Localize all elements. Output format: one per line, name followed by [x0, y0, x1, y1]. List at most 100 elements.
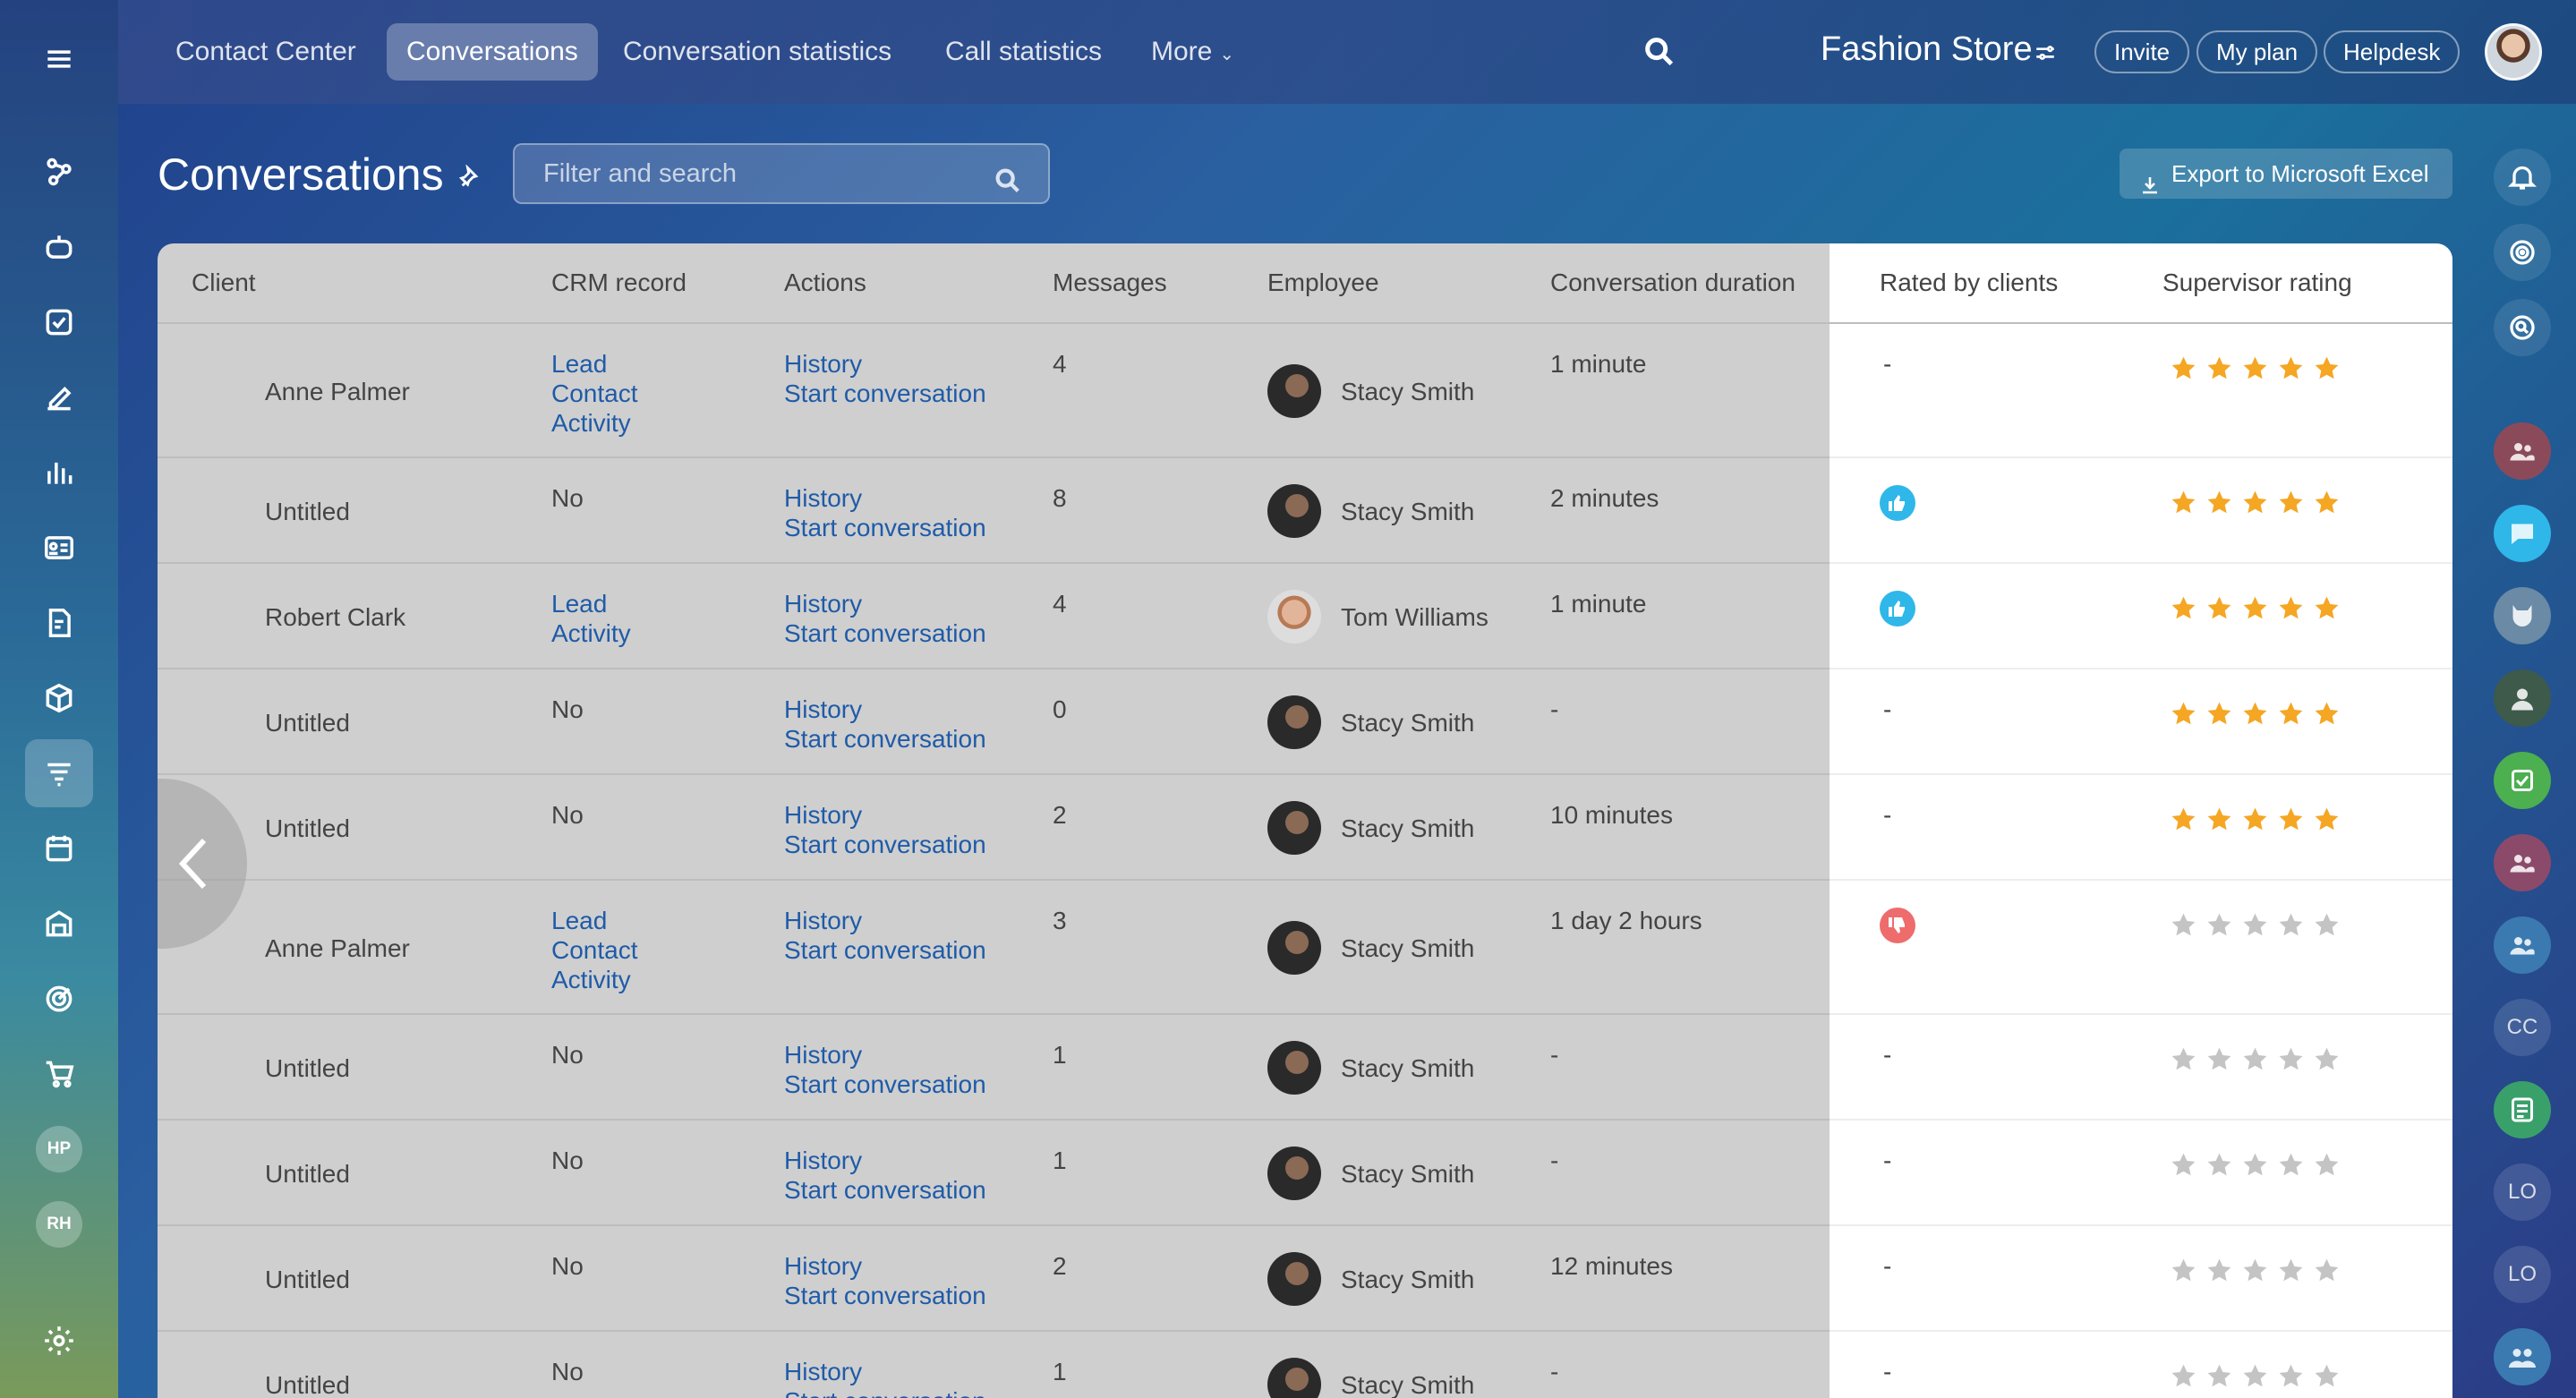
group-chat-icon[interactable] — [2494, 422, 2551, 480]
star-icon[interactable] — [2277, 806, 2305, 833]
start-conversation-link[interactable]: Start conversation — [784, 725, 986, 753]
cat-avatar[interactable] — [2494, 587, 2551, 644]
supervisor-rating-stars[interactable] — [2170, 489, 2341, 516]
chat-bubble-icon[interactable] — [2494, 505, 2551, 562]
table-row[interactable]: Untitled No History Start conversation 2 Stac… — [158, 775, 2452, 881]
star-icon[interactable] — [2313, 354, 2341, 382]
column-header-actions[interactable]: Actions — [784, 269, 866, 296]
chat-search-icon[interactable] — [2494, 299, 2551, 356]
employee-name[interactable]: Stacy Smith — [1341, 1054, 1475, 1082]
history-link[interactable]: History — [784, 484, 863, 512]
star-icon[interactable] — [2205, 594, 2233, 622]
crm-link-activity[interactable]: Activity — [551, 409, 631, 437]
crm-link-lead[interactable]: Lead — [551, 590, 608, 618]
supervisor-rating-stars[interactable] — [2170, 700, 2341, 728]
settings-gear-icon[interactable] — [25, 1307, 93, 1375]
star-icon[interactable] — [2277, 1362, 2305, 1390]
invite-button[interactable]: Invite — [2094, 30, 2190, 73]
column-header-client[interactable]: Client — [192, 269, 256, 296]
star-icon[interactable] — [2277, 1151, 2305, 1179]
employee-name[interactable]: Stacy Smith — [1341, 709, 1475, 737]
column-header-crm-record[interactable]: CRM record — [551, 269, 687, 296]
history-link[interactable]: History — [784, 801, 863, 829]
history-link[interactable]: History — [784, 695, 863, 723]
notes-icon[interactable] — [2494, 1081, 2551, 1138]
chat-avatar-lo[interactable]: LO — [2494, 1246, 2551, 1303]
client-name[interactable]: Untitled — [265, 1160, 350, 1188]
start-conversation-link[interactable]: Start conversation — [784, 1176, 986, 1204]
bell-icon[interactable] — [2494, 149, 2551, 206]
search-icon[interactable] — [1642, 34, 1677, 70]
column-header-employee[interactable]: Employee — [1267, 269, 1379, 296]
menu-icon[interactable] — [25, 25, 93, 93]
client-name[interactable]: Anne Palmer — [265, 934, 410, 962]
star-icon[interactable] — [2277, 354, 2305, 382]
employee-name[interactable]: Stacy Smith — [1341, 498, 1475, 525]
start-conversation-link[interactable]: Start conversation — [784, 936, 986, 964]
star-icon[interactable] — [2170, 1362, 2197, 1390]
tab-contact-center[interactable]: Contact Center — [175, 37, 356, 66]
user-avatar[interactable] — [2494, 669, 2551, 727]
employee-name[interactable]: Stacy Smith — [1341, 1266, 1475, 1293]
portal-settings-icon[interactable] — [2034, 41, 2057, 64]
user-avatar-rh[interactable]: RH — [36, 1201, 82, 1248]
supervisor-rating-stars[interactable] — [2170, 1045, 2341, 1073]
start-conversation-link[interactable]: Start conversation — [784, 1282, 986, 1309]
star-icon[interactable] — [2205, 1362, 2233, 1390]
history-link[interactable]: History — [784, 1041, 863, 1069]
start-conversation-link[interactable]: Start conversation — [784, 379, 986, 407]
star-icon[interactable] — [2241, 489, 2269, 516]
pin-icon[interactable] — [458, 164, 483, 190]
star-icon[interactable] — [2241, 1362, 2269, 1390]
employee-name[interactable]: Tom Williams — [1341, 603, 1488, 631]
star-icon[interactable] — [2170, 1151, 2197, 1179]
client-name[interactable]: Robert Clark — [265, 603, 406, 631]
history-link[interactable]: History — [784, 350, 863, 378]
star-icon[interactable] — [2277, 911, 2305, 939]
my-plan-button[interactable]: My plan — [2196, 30, 2318, 73]
bot-icon[interactable] — [25, 213, 93, 281]
start-conversation-link[interactable]: Start conversation — [784, 619, 986, 647]
history-link[interactable]: History — [784, 1252, 863, 1280]
star-icon[interactable] — [2277, 700, 2305, 728]
start-conversation-link[interactable]: Start conversation — [784, 514, 986, 541]
supervisor-rating-stars[interactable] — [2170, 806, 2341, 833]
star-icon[interactable] — [2170, 700, 2197, 728]
supervisor-rating-stars[interactable] — [2170, 1362, 2341, 1390]
star-icon[interactable] — [2241, 594, 2269, 622]
task-check-icon[interactable] — [2494, 752, 2551, 809]
star-icon[interactable] — [2170, 806, 2197, 833]
export-excel-button[interactable]: Export to Microsoft Excel — [2120, 149, 2452, 199]
star-icon[interactable] — [2170, 911, 2197, 939]
star-icon[interactable] — [2241, 354, 2269, 382]
tab-more[interactable]: More ⌄ — [1131, 23, 1254, 81]
client-name[interactable]: Untitled — [265, 814, 350, 842]
table-row[interactable]: Untitled No History Start conversation 8 Stac… — [158, 458, 2452, 564]
star-icon[interactable] — [2205, 806, 2233, 833]
filter-search-input[interactable]: Filter and search — [513, 143, 1050, 204]
star-icon[interactable] — [2170, 1257, 2197, 1284]
star-icon[interactable] — [2313, 911, 2341, 939]
current-user-avatar[interactable] — [2485, 23, 2542, 81]
contact-card-icon[interactable] — [25, 514, 93, 582]
star-icon[interactable] — [2313, 1045, 2341, 1073]
tasks-icon[interactable] — [25, 288, 93, 356]
star-icon[interactable] — [2313, 1362, 2341, 1390]
employee-name[interactable]: Stacy Smith — [1341, 934, 1475, 962]
column-header-duration[interactable]: Conversation duration — [1550, 269, 1796, 296]
client-name[interactable]: Untitled — [265, 498, 350, 525]
search-icon[interactable] — [993, 159, 1023, 192]
star-icon[interactable] — [2313, 700, 2341, 728]
supervisor-rating-stars[interactable] — [2170, 594, 2341, 622]
star-icon[interactable] — [2170, 354, 2197, 382]
star-icon[interactable] — [2241, 806, 2269, 833]
star-icon[interactable] — [2277, 489, 2305, 516]
documents-icon[interactable] — [25, 589, 93, 657]
star-icon[interactable] — [2313, 489, 2341, 516]
supervisor-rating-stars[interactable] — [2170, 1151, 2341, 1179]
group-chat-icon[interactable] — [2494, 834, 2551, 891]
helpdesk-button[interactable]: Helpdesk — [2324, 30, 2461, 73]
supervisor-rating-stars[interactable] — [2170, 354, 2341, 382]
star-icon[interactable] — [2277, 1257, 2305, 1284]
